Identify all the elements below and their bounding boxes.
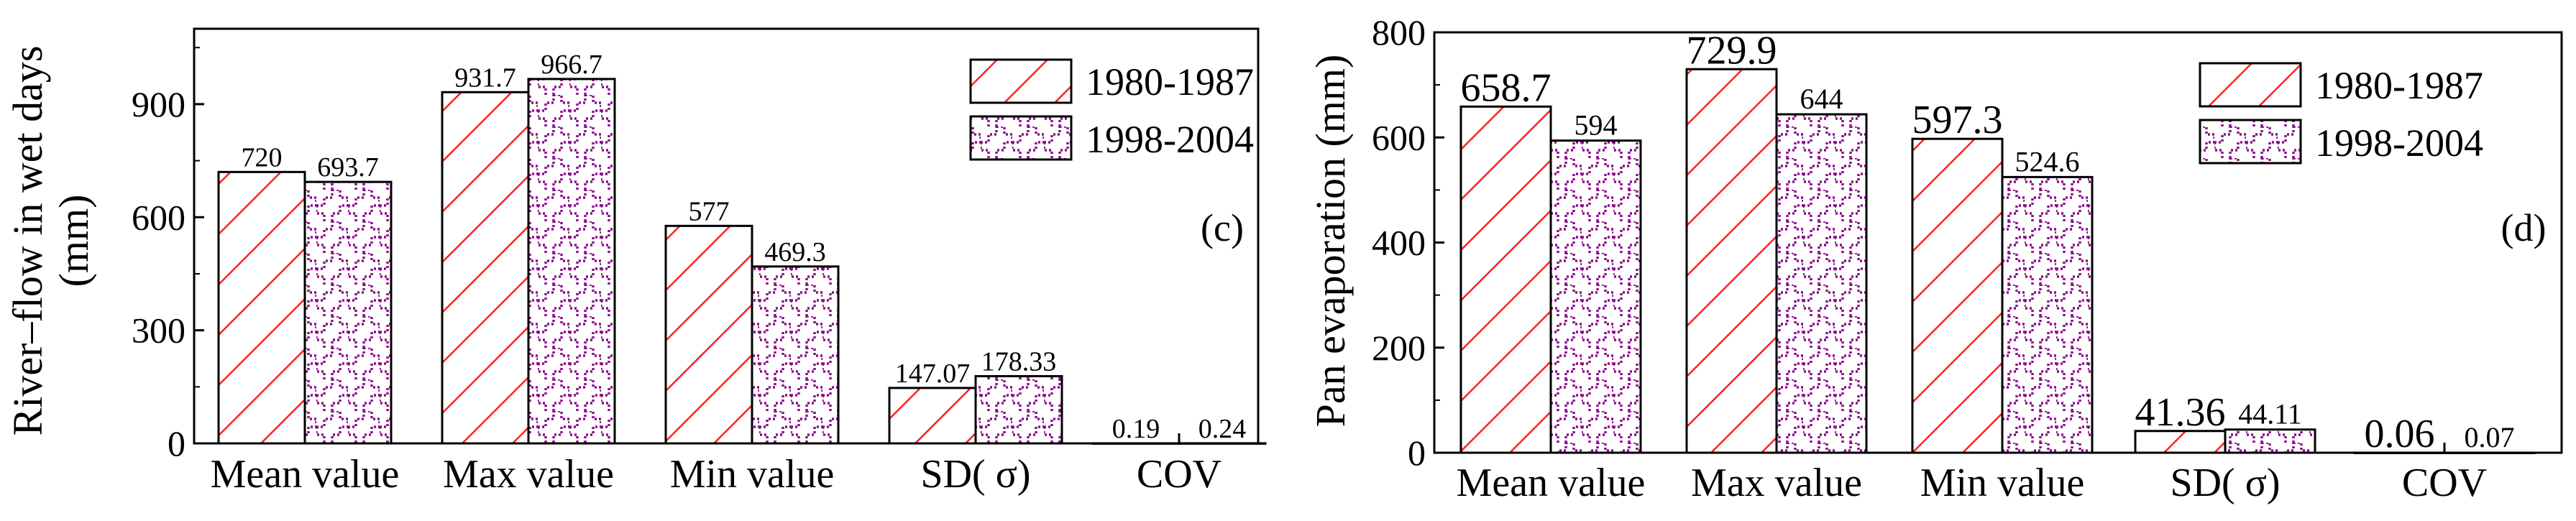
bar-value-label-c-2-0: 577 — [689, 196, 730, 226]
bar-value-label-d-1-1: 644 — [1800, 83, 1843, 115]
bar-d-1-1 — [1775, 113, 1868, 454]
bar-value-label-d-1-0: 729.9 — [1687, 28, 1777, 73]
y-tick-label-d-3: 600 — [1372, 117, 1426, 157]
bar-d-0-0 — [1459, 105, 1552, 454]
bar-value-label-d-4-1: 0.07 — [2465, 421, 2515, 453]
bar-d-2-0 — [1911, 137, 2004, 454]
y-axis-title-d: Pan evaporation (mm) — [1307, 55, 1354, 428]
bar-value-label-c-0-0: 720 — [242, 142, 283, 172]
bar-c-2-1 — [751, 265, 840, 445]
x-tick-label-c-2: Min value — [670, 452, 835, 497]
bar-value-label-c-1-1: 966.7 — [541, 50, 602, 80]
y-tick-label-c-1: 300 — [132, 310, 185, 351]
x-axis-c: Mean value Max value Min value SD( σ) COV — [211, 433, 1221, 497]
bar-value-label-c-4-1: 0.24 — [1198, 414, 1247, 444]
bar-c-3-0 — [888, 387, 977, 445]
y-tick-label-d-1: 200 — [1372, 328, 1426, 368]
bar-value-label-c-1-0: 931.7 — [454, 63, 516, 93]
bar-value-label-c-4-0: 0.19 — [1112, 414, 1160, 444]
bar-value-label-d-3-0: 41.36 — [2135, 390, 2226, 435]
legend-label-d-1998: 1998-2004 — [2315, 121, 2483, 165]
bar-c-1-1 — [527, 78, 616, 445]
bar-c-4-1 — [1178, 442, 1267, 445]
x-tick-label-c-3: SD( σ) — [920, 452, 1030, 497]
x-tick-label-c-4: COV — [1137, 452, 1221, 497]
y-axis-d: 0 200 400 600 800 — [1372, 12, 1444, 473]
y-axis-title-c-line2: (mm) — [50, 195, 97, 287]
legend-c: 1980-1987 1998-2004 — [969, 58, 1254, 161]
bar-d-0-1 — [1549, 139, 1642, 454]
x-tick-label-d-3: SD( σ) — [2170, 461, 2280, 505]
legend-swatch-c-1980 — [969, 58, 1073, 104]
bar-value-label-d-0-1: 594 — [1575, 109, 1618, 142]
bars-c: 720 693.7 931.7 966.7 577 469.3 147.07 178.33 0.… — [217, 50, 1267, 445]
y-tick-label-d-0: 0 — [1408, 433, 1426, 473]
bar-value-label-c-3-0: 147.07 — [895, 359, 971, 389]
bar-value-label-d-2-1: 524.6 — [2015, 145, 2080, 177]
bar-c-0-0 — [217, 170, 306, 445]
legend-label-d-1980: 1980-1987 — [2315, 64, 2483, 107]
y-tick-label-c-3: 900 — [132, 84, 185, 124]
bar-value-label-d-0-0: 658.7 — [1461, 65, 1551, 110]
x-axis-d: Mean value Max value Min value SD( σ) COV — [1457, 443, 2487, 505]
legend-label-c-1998: 1998-2004 — [1086, 118, 1254, 161]
bar-value-label-c-2-1: 469.3 — [764, 237, 826, 267]
legend-label-c-1980: 1980-1987 — [1086, 60, 1254, 103]
bar-d-2-1 — [2001, 175, 2094, 454]
bar-c-2-0 — [664, 224, 753, 445]
legend-d: 1980-1987 1998-2004 — [2199, 62, 2483, 165]
x-tick-label-c-1: Max value — [443, 452, 614, 497]
x-tick-label-d-0: Mean value — [1457, 461, 1646, 505]
x-tick-label-d-2: Min value — [1920, 461, 2085, 505]
panel-label-c: (c) — [1201, 206, 1244, 249]
bars-d: 658.7 594 729.9 644 597.3 524.6 41.36 44.11 0.06… — [1459, 28, 2536, 456]
bar-value-label-d-2-0: 597.3 — [1912, 98, 2003, 142]
legend-swatch-d-1998 — [2199, 119, 2302, 165]
x-tick-label-d-4: COV — [2402, 461, 2487, 505]
bar-value-label-c-0-1: 693.7 — [317, 152, 379, 183]
y-tick-label-c-2: 600 — [132, 197, 185, 237]
y-tick-label-c-0: 0 — [168, 423, 185, 464]
y-tick-label-d-2: 400 — [1372, 223, 1426, 263]
bar-value-label-c-3-1: 178.33 — [981, 346, 1057, 377]
legend-swatch-d-1980 — [2199, 62, 2302, 108]
y-axis-c: 0 300 600 900 — [132, 47, 204, 464]
bar-d-3-1 — [2224, 428, 2316, 454]
bar-c-0-1 — [303, 180, 393, 445]
y-tick-label-d-4: 800 — [1372, 12, 1426, 52]
chart-panel-c: 0 300 600 900 720 693.7 931.7 966.7 577 469.3 147… — [4, 27, 1267, 497]
bar-c-1-0 — [441, 91, 530, 445]
x-tick-label-c-0: Mean value — [211, 452, 400, 497]
bar-value-label-d-3-1: 44.11 — [2238, 398, 2302, 430]
bar-value-label-d-4-0: 0.06 — [2365, 412, 2435, 456]
panel-label-d: (d) — [2501, 206, 2547, 249]
bar-c-3-1 — [974, 374, 1063, 445]
bar-d-3-0 — [2134, 430, 2227, 454]
legend-swatch-c-1998 — [969, 115, 1073, 161]
x-tick-label-d-1: Max value — [1691, 461, 1862, 505]
chart-panel-d: 0 200 400 600 800 658.7 594 729.9 644 597.3 524.6… — [1307, 12, 2563, 505]
y-axis-title-c-line1: River–flow in wet days — [4, 46, 51, 436]
bar-d-1-0 — [1685, 68, 1778, 454]
